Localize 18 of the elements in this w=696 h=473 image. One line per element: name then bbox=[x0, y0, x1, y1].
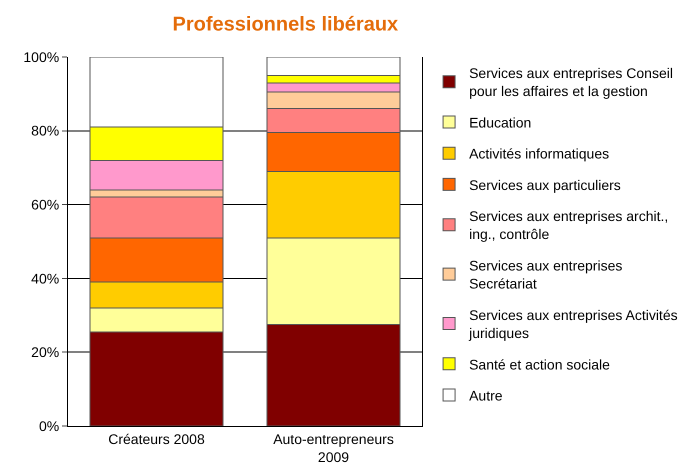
y-tick-label: 80% bbox=[31, 122, 60, 139]
y-tick-label: 60% bbox=[31, 196, 60, 212]
x-tick-label: Créateurs 2008 bbox=[108, 430, 205, 447]
legend-label: Services aux entreprises archit., ing., contrôle bbox=[469, 208, 668, 242]
legend-label: Autre bbox=[469, 387, 503, 404]
chart-title: Professionnels libéraux bbox=[172, 14, 398, 36]
y-tick-label: 100% bbox=[23, 48, 60, 65]
legend-label: Services aux entreprises Conseil pour les affaires et la gestion bbox=[469, 65, 673, 100]
legend-label: Santé et action sociale bbox=[469, 356, 610, 372]
x-tick-label: Auto-entrepreneurs 2009 bbox=[273, 430, 394, 465]
legend-label: Services aux particuliers bbox=[469, 176, 621, 193]
y-tick-label: 20% bbox=[31, 344, 60, 360]
legend-label: Services aux entreprises Activités juridiques bbox=[468, 306, 678, 342]
y-tick-label: 40% bbox=[31, 270, 60, 286]
legend-label: Education bbox=[469, 114, 532, 130]
legend-label: Services aux entreprises Secrétariat bbox=[469, 257, 622, 292]
y-tick-label: 0% bbox=[38, 418, 60, 434]
legend-label: Activités informatiques bbox=[469, 146, 610, 162]
